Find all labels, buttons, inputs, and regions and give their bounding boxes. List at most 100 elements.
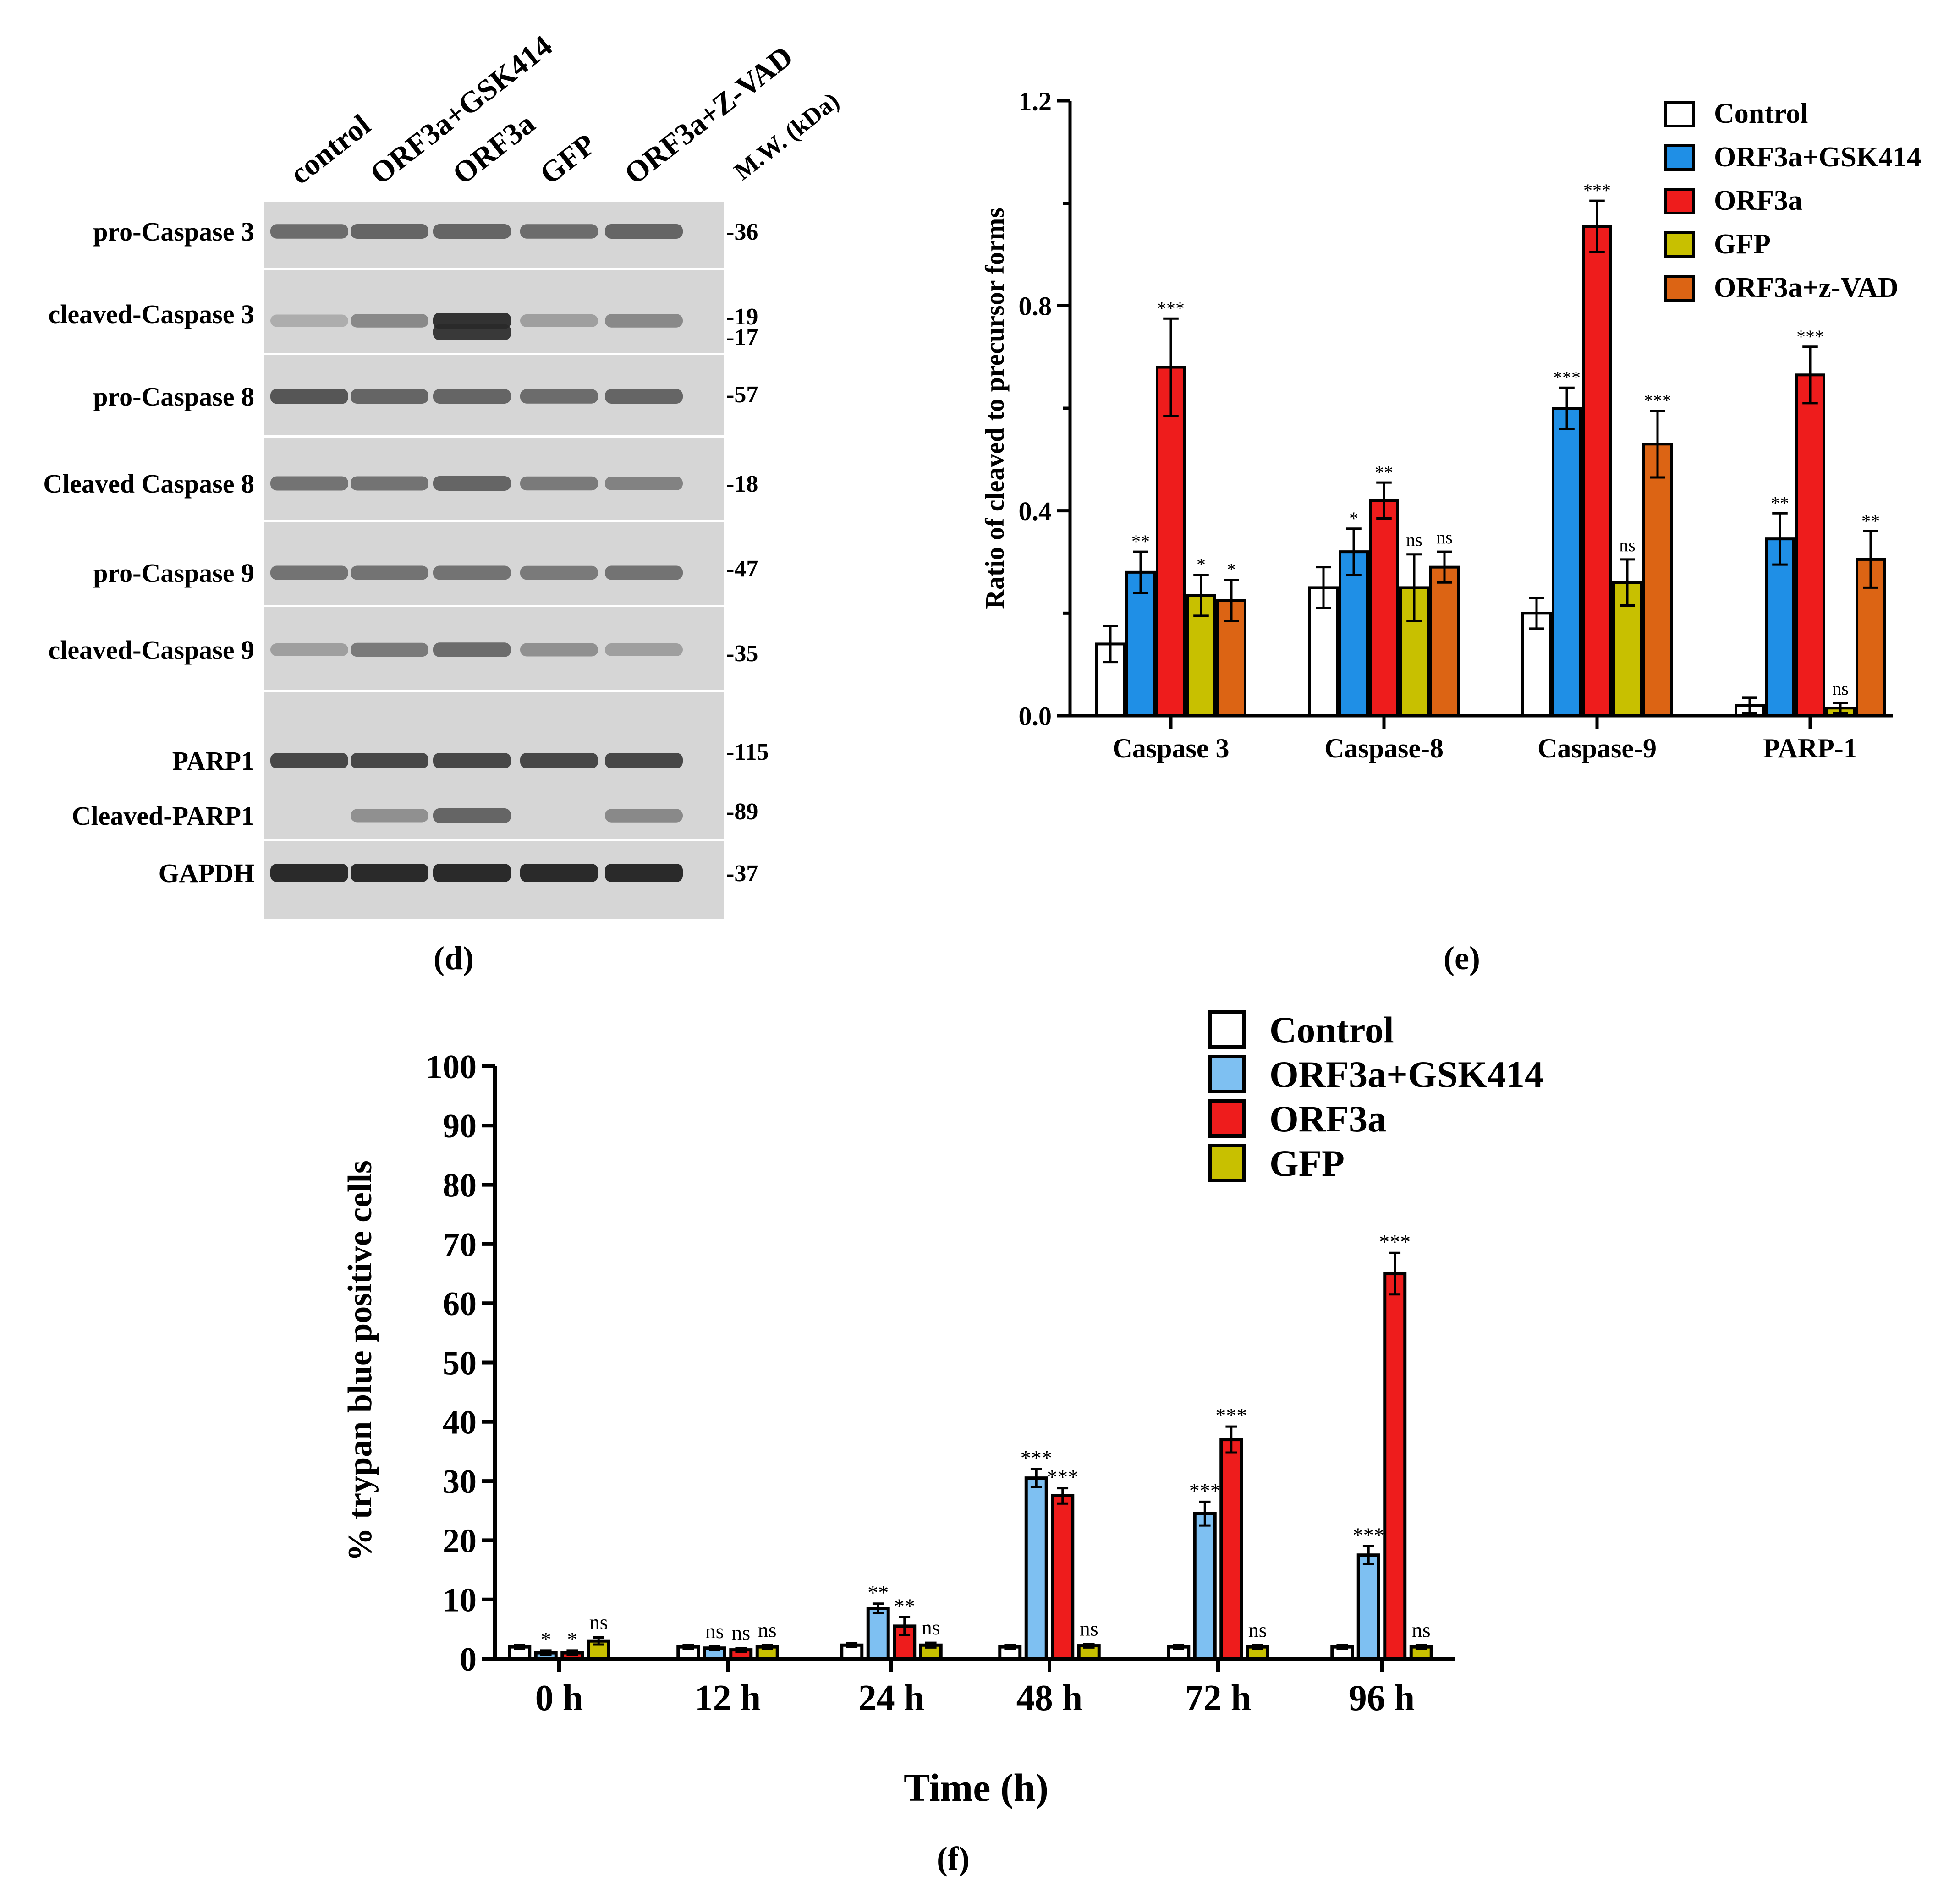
bar	[1051, 1494, 1075, 1661]
blot-band	[520, 314, 598, 327]
blot-strip-parp1: PARP1 Cleaved-PARP1 -115 -89	[72, 692, 769, 839]
blot-band	[605, 224, 683, 239]
y-tick-label: 0.0	[1019, 701, 1052, 731]
x-axis-title: Time (h)	[904, 1766, 1049, 1810]
significance-label: ***	[1353, 1523, 1384, 1547]
significance-label: ns	[1619, 535, 1636, 555]
x-tick-label: 72 h	[1185, 1678, 1252, 1718]
blot-band	[433, 753, 511, 768]
panel-label-f: (f)	[937, 1840, 970, 1877]
blot-band	[351, 314, 428, 328]
significance-label: ***	[1189, 1479, 1221, 1502]
blot-band	[433, 864, 511, 882]
significance-label: ***	[1644, 390, 1671, 411]
lane-label: GFP	[533, 127, 602, 191]
significance-label: *	[1197, 554, 1206, 575]
significance-label: **	[894, 1594, 915, 1618]
lane-label: control	[284, 108, 377, 191]
blot-band	[433, 389, 511, 404]
protein-label: pro-Caspase 9	[93, 558, 254, 588]
legend-label: ORF3a+z-VAD	[1714, 272, 1899, 303]
significance-label: *	[541, 1628, 551, 1651]
y-tick-label: 100	[426, 1048, 477, 1086]
legend-swatch	[1664, 231, 1695, 258]
blot-band	[520, 389, 598, 404]
blot-band	[270, 864, 348, 882]
significance-label: **	[867, 1581, 889, 1604]
lane-label: ORF3a+Z-VAD	[618, 39, 799, 191]
blot-band	[605, 314, 683, 328]
blot-band	[433, 642, 511, 657]
blot-band	[351, 809, 428, 823]
x-tick-label: 96 h	[1349, 1678, 1415, 1718]
blot-band	[270, 224, 348, 239]
significance-label: ns	[1080, 1617, 1098, 1640]
y-axis-title: Ratio of cleaved to precursor forms	[980, 208, 1010, 609]
protein-label: GAPDH	[159, 858, 254, 888]
blot-band	[605, 477, 683, 490]
blot-band	[351, 864, 428, 882]
blot-band	[520, 753, 598, 768]
protein-label: PARP1	[172, 746, 254, 776]
blot-band	[351, 642, 428, 657]
y-axis-title: % trypan blue positive cells	[341, 1160, 379, 1562]
blot-band	[351, 476, 428, 491]
bar	[1765, 537, 1795, 718]
blot-band	[520, 643, 598, 657]
blot-band	[605, 864, 683, 882]
y-tick-label: 80	[443, 1167, 477, 1205]
protein-label: Cleaved-PARP1	[72, 801, 254, 831]
significance-label: ***	[1047, 1465, 1078, 1489]
blot-band	[605, 809, 683, 823]
significance-label: ***	[1583, 180, 1611, 201]
y-tick-label: 40	[443, 1404, 477, 1442]
protein-label: cleaved-Caspase 3	[49, 299, 254, 329]
significance-label: ***	[1157, 298, 1185, 318]
legend-label: Control	[1269, 1009, 1394, 1051]
x-tick-label: 0 h	[535, 1678, 583, 1718]
y-tick-label: 20	[443, 1522, 477, 1560]
x-tick-label: Caspase-8	[1324, 733, 1444, 763]
legend-label: GFP	[1269, 1142, 1345, 1184]
significance-label: ***	[1379, 1230, 1411, 1253]
blot-strip-cl-casp9: cleaved-Caspase 9 -35	[49, 607, 758, 690]
significance-label: *	[1349, 508, 1358, 529]
legend-label: ORF3a+GSK414	[1714, 142, 1921, 173]
protein-label: cleaved-Caspase 9	[49, 635, 254, 665]
protein-label: pro-Caspase 3	[93, 217, 254, 247]
blot-band	[520, 864, 598, 882]
significance-label: ***	[1021, 1446, 1052, 1470]
significance-label: **	[1861, 510, 1880, 531]
blot-strip-gapdh: GAPDH -37	[159, 841, 758, 919]
x-tick-label: 24 h	[858, 1678, 925, 1718]
y-tick-label: 10	[443, 1582, 477, 1619]
x-tick-label: PARP-1	[1763, 733, 1857, 763]
blot-band	[433, 808, 511, 823]
blot-band	[433, 565, 511, 580]
bar	[1193, 1512, 1217, 1661]
blot-strip-background	[264, 270, 724, 353]
mw-marker: -47	[726, 556, 758, 582]
legend-swatch	[1208, 1144, 1246, 1182]
significance-label: ***	[1215, 1404, 1247, 1427]
bar	[866, 1607, 890, 1661]
legend-label: ORF3a	[1714, 185, 1802, 216]
significance-label: ns	[705, 1619, 724, 1643]
bar	[1582, 225, 1612, 717]
blot-band	[270, 753, 348, 768]
mw-marker: -36	[726, 219, 758, 245]
legend-swatch	[1208, 1099, 1246, 1138]
bar	[1429, 565, 1460, 718]
blot-band	[351, 565, 428, 580]
bar	[1552, 407, 1582, 717]
significance-label: ns	[1436, 527, 1453, 548]
blot-strip-background	[264, 522, 724, 605]
mw-marker: -89	[726, 799, 758, 825]
blot-band	[433, 224, 511, 239]
y-tick-label: 1.2	[1019, 86, 1052, 116]
legend: Control ORF3a+GSK414 ORF3a GFP ORF3a+z-VAD	[1664, 98, 1921, 303]
x-tick-label: Caspase 3	[1112, 733, 1229, 763]
